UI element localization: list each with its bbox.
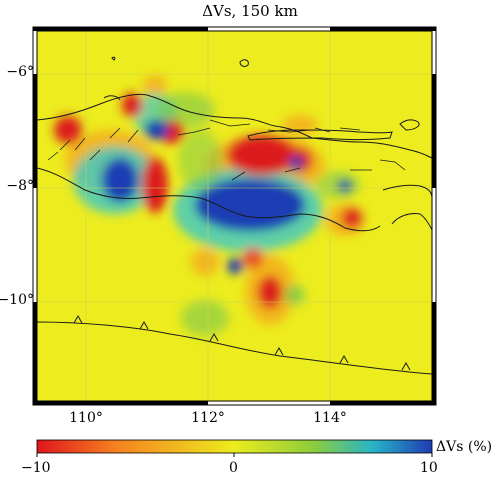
trench-teeth: [73, 314, 411, 371]
colorbar-ticks: [36, 453, 433, 457]
y-tick-label: −10°: [0, 292, 34, 308]
fault-lines: [47, 119, 406, 181]
y-tick-label: −6°: [6, 64, 34, 80]
colorbar-mid-label: 0: [229, 460, 238, 476]
y-tick-label: −8°: [6, 178, 34, 194]
map-grid: [37, 31, 432, 401]
velocity-anomalies: [54, 75, 365, 336]
trench-line: [36, 321, 433, 375]
colorbar-max-label: 10: [420, 460, 438, 476]
colorbar-label: ΔVs (%): [436, 439, 493, 455]
colorbar-min-label: −10: [21, 460, 51, 476]
coastlines: [36, 56, 433, 232]
map-frame: [32, 26, 437, 406]
map-title: ΔVs, 150 km: [202, 2, 298, 20]
x-tick-label: 114°: [313, 410, 347, 426]
x-tick-label: 110°: [69, 410, 103, 426]
colorbar: [36, 439, 433, 454]
x-tick-label: 112°: [191, 410, 225, 426]
